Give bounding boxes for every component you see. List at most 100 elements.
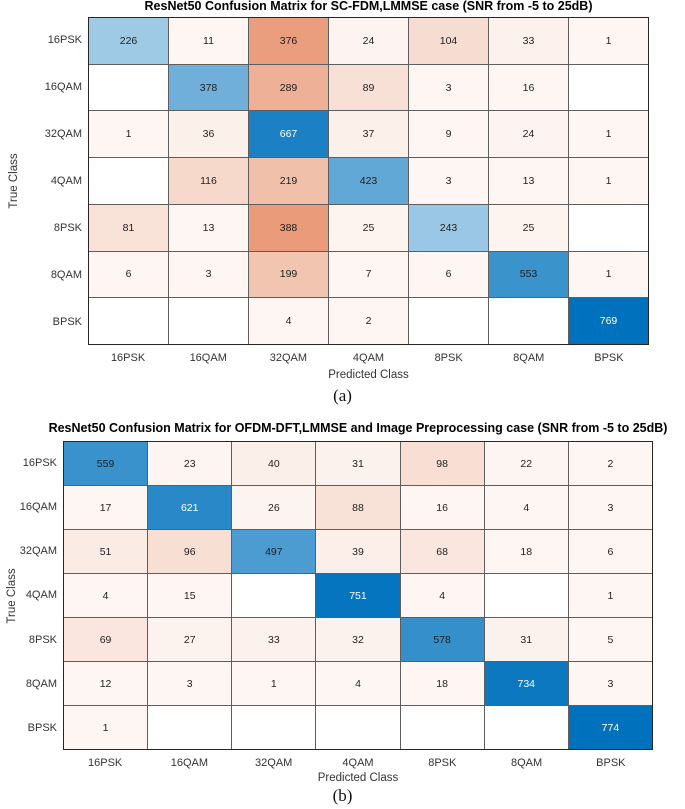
cell-4QAM-4QAM: 751 [316,574,400,617]
row-label-8QAM: 8QAM [25,677,57,690]
row-label-16QAM: 16QAM [44,81,82,94]
cell-16QAM-8QAM: 4 [484,486,568,529]
cell-8PSK-BPSK: 5 [568,618,652,661]
cell-BPSK-BPSK: 774 [568,706,652,749]
cell-8QAM-8PSK: 18 [400,662,484,705]
cell-32QAM-8QAM: 18 [484,530,568,573]
cell-16PSK-4QAM: 24 [329,18,408,64]
cell-16QAM-16PSK: 17 [64,486,148,529]
cell-8QAM-32QAM: 1 [232,662,316,705]
cell-8PSK-8QAM: 31 [484,618,568,661]
cell-16QAM-16PSK [89,64,168,111]
cell-16PSK-16QAM: 23 [148,442,232,485]
cell-8PSK-8QAM: 25 [489,204,568,251]
cell-8QAM-16QAM: 3 [169,251,248,298]
col-label-4QAM: 4QAM [352,352,385,364]
plot-area-a: ResNet50 Confusion Matrix for SC-FDM,LMM… [8,0,649,381]
cell-8PSK-32QAM: 33 [232,618,316,661]
cell-BPSK-4QAM: 2 [329,298,408,344]
cell-16QAM-BPSK: 3 [568,486,652,529]
row-label-BPSK: BPSK [27,721,57,734]
cell-16PSK-16PSK: 559 [64,442,148,485]
cell-16PSK-8PSK: 98 [400,442,484,485]
cell-8PSK-32QAM: 388 [249,204,328,251]
cell-8QAM-8QAM: 734 [484,662,568,705]
cell-8QAM-16PSK: 6 [89,251,168,298]
col-label-BPSK: BPSK [594,352,624,364]
cell-16QAM-32QAM: 26 [232,486,316,529]
cell-16PSK-32QAM: 40 [232,442,316,485]
cell-16QAM-8QAM: 16 [489,64,568,111]
col-labels: 16PSK 16QAM 32QAM 4QAM 8PSK 8QAM BPSK [88,352,649,364]
confusion-matrix-figure-a: ResNet50 Confusion Matrix for SC-FDM,LMM… [8,0,649,405]
cell-4QAM-8PSK: 3 [409,158,488,204]
row-labels: 16PSK 16QAM 32QAM 4QAM 8PSK 8QAM BPSK [45,17,82,345]
row-label-16PSK: 16PSK [22,457,57,470]
cell-4QAM-8PSK: 4 [400,574,484,617]
cell-8QAM-8QAM: 553 [489,251,568,298]
cell-BPSK-16PSK [89,298,168,344]
cell-4QAM-BPSK: 1 [568,574,652,617]
cell-4QAM-16QAM: 15 [148,574,232,617]
row-labels: 16PSK 16QAM 32QAM 4QAM 8PSK 8QAM BPSK [20,441,57,750]
cell-8QAM-4QAM: 4 [316,662,400,705]
cell-16QAM-8PSK: 3 [409,64,488,111]
cell-16QAM-16QAM: 621 [148,486,232,529]
cell-8PSK-16PSK: 81 [89,204,168,251]
col-labels: 16PSK 16QAM 32QAM 4QAM 8PSK 8QAM BPSK [63,757,653,769]
col-label-8PSK: 8PSK [434,352,463,364]
plot-area-b: ResNet50 Confusion Matrix for OFDM-DFT,L… [6,421,667,784]
cell-32QAM-8QAM: 24 [489,111,568,158]
cell-8PSK-16QAM: 27 [148,618,232,661]
cell-8PSK-8PSK: 578 [400,618,484,661]
row-label-8PSK: 8PSK [53,221,82,234]
cell-4QAM-4QAM: 423 [329,158,408,204]
cell-BPSK-8QAM [484,706,568,749]
cell-8QAM-BPSK: 1 [569,251,648,298]
cell-8PSK-4QAM: 25 [329,204,408,251]
col-label-32QAM: 32QAM [255,757,293,769]
cell-32QAM-16QAM: 96 [148,530,232,573]
cell-16PSK-8PSK: 104 [409,18,488,64]
cell-16QAM-BPSK [569,64,648,111]
cell-8QAM-BPSK: 3 [568,662,652,705]
y-axis-label: True Class [6,567,18,624]
cell-32QAM-32QAM: 497 [232,530,316,573]
col-label-8QAM: 8QAM [510,757,543,769]
cell-16PSK-8QAM: 33 [489,18,568,64]
row-label-8QAM: 8QAM [50,268,82,281]
cell-BPSK-BPSK: 769 [569,298,648,344]
col-label-16PSK: 16PSK [88,757,123,769]
cell-BPSK-16QAM [148,706,232,749]
cell-16PSK-4QAM: 31 [316,442,400,485]
col-label-BPSK: BPSK [596,757,626,769]
confusion-matrix-figure-b: ResNet50 Confusion Matrix for OFDM-DFT,L… [0,420,685,809]
cell-16QAM-4QAM: 89 [329,64,408,111]
cell-32QAM-8PSK: 9 [409,111,488,158]
col-label-16QAM: 16QAM [189,352,227,364]
cell-16PSK-BPSK: 2 [568,442,652,485]
cell-16QAM-4QAM: 88 [316,486,400,529]
cell-32QAM-4QAM: 39 [316,530,400,573]
col-label-8PSK: 8PSK [428,757,457,769]
cell-BPSK-16QAM [169,298,248,344]
row-label-32QAM: 32QAM [19,545,57,558]
cell-8PSK-16QAM: 13 [169,204,248,251]
cell-8PSK-8PSK: 243 [409,204,488,251]
row-label-16QAM: 16QAM [19,501,57,514]
cell-16PSK-16QAM: 11 [169,18,248,64]
cell-8QAM-8PSK: 6 [409,251,488,298]
cell-8PSK-16PSK: 69 [64,618,148,661]
cell-16QAM-16QAM: 378 [169,64,248,111]
row-label-16PSK: 16PSK [47,34,82,47]
x-axis-label: Predicted Class [317,772,399,784]
chart-title: ResNet50 Confusion Matrix for OFDM-DFT,L… [48,421,668,435]
cell-4QAM-32QAM: 219 [249,158,328,204]
cell-8PSK-BPSK [569,204,648,251]
cell-4QAM-8QAM [484,574,568,617]
confusion-matrix-grid: 226 11 376 24 104 33 1 378 289 89 3 16 1 36 667 37 9 24 1 1… [88,17,649,345]
cell-8QAM-16PSK: 12 [64,662,148,705]
chart-title: ResNet50 Confusion Matrix for SC-FDM,LMM… [144,0,593,13]
cell-4QAM-16PSK: 4 [64,574,148,617]
